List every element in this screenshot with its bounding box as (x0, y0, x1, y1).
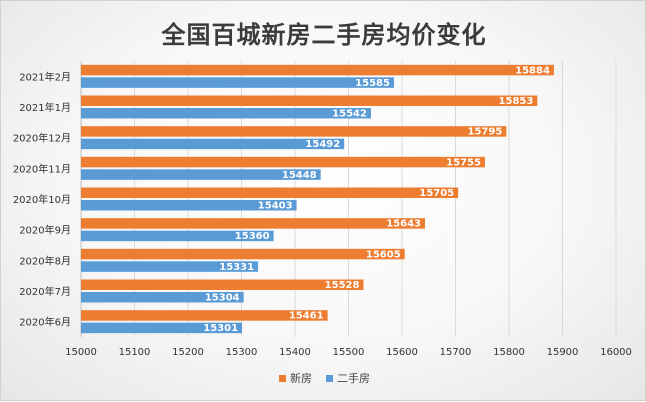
data-label: 15331 (219, 262, 254, 273)
data-label: 15492 (305, 139, 340, 150)
category-label: 2021年2月 (19, 70, 71, 83)
bar-second-hand (81, 292, 244, 303)
category-label: 2020年6月 (19, 316, 71, 329)
bar-new-house (81, 187, 459, 198)
x-tick-label: 15900 (547, 347, 579, 358)
data-label: 15301 (203, 323, 238, 334)
bar-new-house (81, 156, 485, 168)
data-label: 15884 (515, 65, 550, 76)
data-label: 15643 (386, 219, 421, 230)
data-label: 15585 (355, 78, 390, 89)
bar-new-house (81, 64, 554, 76)
data-label: 15461 (289, 311, 324, 322)
bar-new-house (81, 310, 328, 321)
data-label: 15755 (446, 157, 481, 168)
data-label: 15448 (282, 170, 317, 181)
chart-title: 全国百城新房二手房均价变化 (161, 21, 487, 49)
x-tick-label: 15000 (65, 347, 97, 358)
category-label: 2020年7月 (19, 285, 71, 298)
bar-second-hand (81, 200, 297, 211)
bar-second-hand (81, 261, 259, 272)
bar-new-house (81, 95, 538, 106)
x-tick-label: 15800 (493, 347, 525, 358)
category-label: 2020年9月 (19, 224, 71, 237)
legend-label: 二手房 (337, 371, 370, 385)
data-label: 15542 (332, 109, 367, 120)
data-label: 15795 (468, 127, 503, 138)
category-label: 2020年12月 (13, 132, 71, 145)
data-label: 15403 (258, 201, 293, 212)
data-label: 15528 (325, 280, 360, 291)
x-tick-label: 15500 (333, 347, 365, 358)
bar-second-hand (81, 169, 321, 180)
legend-swatch (279, 375, 286, 382)
category-label: 2020年8月 (19, 254, 71, 267)
bar-second-hand (81, 77, 394, 88)
legend-swatch (326, 375, 333, 382)
x-tick-label: 15400 (279, 347, 311, 358)
bar-second-hand (81, 108, 371, 119)
category-label: 2020年11月 (13, 162, 71, 175)
data-label: 15605 (366, 249, 401, 260)
data-label: 15304 (205, 293, 240, 304)
bar-second-hand (81, 230, 274, 242)
bar-new-house (81, 279, 364, 290)
x-tick-label: 16000 (600, 347, 632, 358)
bar-second-hand (81, 138, 345, 150)
x-tick-label: 15300 (226, 347, 258, 358)
category-label: 2021年1月 (19, 101, 71, 114)
x-tick-label: 15600 (386, 347, 418, 358)
legend-label: 新房 (290, 371, 312, 385)
category-label: 2020年10月 (13, 193, 71, 206)
x-tick-label: 15700 (440, 347, 472, 358)
bar-new-house (81, 248, 405, 260)
x-tick-label: 15200 (172, 347, 204, 358)
data-label: 15853 (499, 96, 534, 107)
bar-second-hand (81, 322, 243, 334)
data-label: 15360 (235, 231, 270, 242)
bar-new-house (81, 126, 507, 137)
x-tick-label: 15100 (119, 347, 151, 358)
data-label: 15705 (419, 188, 454, 199)
bar-new-house (81, 218, 426, 229)
